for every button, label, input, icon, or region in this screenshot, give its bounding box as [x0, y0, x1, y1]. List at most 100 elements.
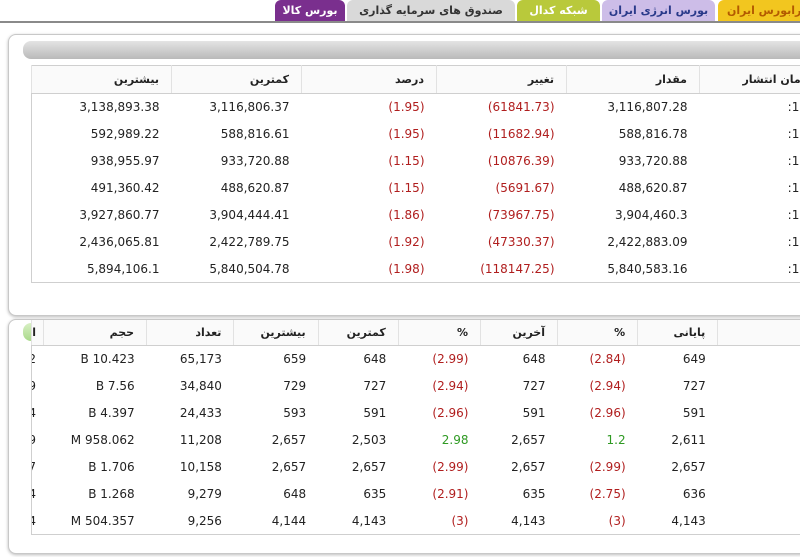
- cell: (61841.73): [487, 100, 555, 115]
- cell: 588,816.78: [618, 127, 688, 141]
- cell: 4,531.657 B: [32, 454, 44, 481]
- cell: (2.75): [589, 487, 626, 501]
- cell: 2,501.349 B: [32, 427, 44, 454]
- cell: (2.99): [432, 352, 469, 367]
- cell: 3,116,807.28: [607, 100, 688, 115]
- cell: (1.86): [388, 208, 425, 222]
- cell: [718, 508, 800, 535]
- header-cell: %: [557, 320, 638, 346]
- cell: 2,657: [511, 433, 546, 447]
- cell: (2.99): [432, 460, 469, 474]
- cell: 636: [682, 487, 706, 501]
- cell: (2.84): [589, 352, 626, 367]
- cell: 4,143: [351, 513, 387, 528]
- cell: 5,840,583.16: [607, 261, 688, 276]
- cell: 10.423 B: [80, 352, 135, 367]
- panel-header: [23, 41, 800, 59]
- cell: 648: [363, 352, 387, 367]
- cell: 12:: [787, 100, 800, 115]
- header-cell: بیشترین: [233, 320, 319, 346]
- cell: (47330.37): [487, 235, 555, 249]
- cell: 806.314 B: [32, 481, 44, 508]
- cell: 65,173: [179, 352, 222, 367]
- cell: 11,208: [179, 433, 222, 447]
- header-cell: کمترین: [317, 320, 399, 346]
- cell: 958.062 M: [70, 433, 135, 447]
- cell: 2.98: [441, 433, 469, 447]
- header-cell: [717, 320, 800, 346]
- cell: 9,256: [187, 513, 222, 528]
- cell: 2,611: [671, 433, 706, 447]
- cell: 592,989.22: [90, 127, 160, 141]
- cell: 2,089.554 B: [32, 508, 44, 535]
- cell: (3): [608, 513, 626, 528]
- cell: (1.15): [388, 154, 425, 168]
- cell: 3,904,444.41: [209, 208, 290, 222]
- cell: 933,720.88: [220, 154, 290, 168]
- header-cell: تغییر: [436, 65, 567, 94]
- panel: پایانی%آخرین%کمترینبیشترینتعدادحجمارزش64…: [8, 319, 800, 554]
- tab[interactable]: فرابورس ایران: [718, 0, 800, 21]
- cell: 10,158: [179, 460, 222, 474]
- cell: 34,840: [179, 379, 222, 393]
- cell: 635: [363, 487, 387, 501]
- cell: 3,927,860.77: [79, 208, 160, 222]
- cell: 933,720.88: [618, 154, 688, 168]
- cell: (1.98): [388, 261, 425, 276]
- cell: [718, 481, 800, 508]
- cell: 12:: [787, 154, 800, 168]
- table-row: 2,657 (2.99) 2,657 (2.99) 2,657 2,657 10,158 1.…: [32, 454, 800, 481]
- table-row: 12: 5,840,583.16 (118147.25) (1.98) 5,840,50…: [32, 256, 800, 283]
- header-cell: بیشترین: [31, 65, 172, 94]
- table-row: 2,611 1.2 2,657 2.98 2,503 2,657 11,208 958.062…: [32, 427, 800, 454]
- cell: 9,279: [187, 487, 222, 501]
- cell: 5,840,504.78: [209, 261, 290, 276]
- cell: 593: [283, 406, 307, 420]
- cell: 2,657: [271, 433, 307, 447]
- cell: 648: [283, 487, 307, 501]
- cell: 5,496.249 B: [32, 373, 44, 400]
- cell: 1.268 B: [88, 487, 135, 501]
- cell: 2,657: [511, 460, 546, 474]
- cell: 2,422,789.75: [209, 235, 290, 249]
- cell: [718, 454, 800, 481]
- cell: 648: [522, 352, 546, 367]
- cell: (73967.75): [487, 208, 555, 222]
- cell: (1.92): [388, 235, 425, 249]
- cell: (3): [451, 513, 469, 528]
- cell: 491,360.42: [90, 181, 160, 195]
- tab[interactable]: شبکه کدال: [517, 0, 600, 21]
- cell: (1.95): [388, 100, 425, 115]
- tab[interactable]: بورس انرژی ایران: [602, 0, 715, 21]
- cell: 1.706 B: [88, 460, 135, 474]
- table-row: 12: 3,904,460.3 (73967.75) (1.86) 3,904,444.…: [32, 202, 800, 229]
- cell: (2.96): [432, 406, 469, 420]
- cell: 727: [363, 379, 387, 393]
- cell: 7.56 B: [95, 379, 135, 393]
- cell: (11682.94): [487, 127, 555, 141]
- table: پایانی%آخرین%کمترینبیشترینتعدادحجمارزش64…: [30, 320, 800, 535]
- table-row: 4,143 (3) 4,143 (3) 4,143 4,144 9,256 504.357 M…: [32, 508, 800, 535]
- cell: 2,657: [671, 460, 706, 474]
- cell: 588,816.61: [220, 127, 290, 141]
- cell: 4,144: [271, 513, 307, 528]
- cell: 2,422,883.09: [607, 235, 688, 249]
- cell: 659: [283, 352, 307, 367]
- cell: (118147.25): [480, 261, 555, 276]
- tab[interactable]: بورس کالا: [275, 0, 345, 21]
- table-row: 649 (2.84) 648 (2.99) 648 659 65,173 10.423 B 6,…: [32, 346, 800, 373]
- header-cell: پایانی: [637, 320, 718, 346]
- tab[interactable]: صندوق های سرمایه گذاری: [347, 0, 515, 21]
- table-row: 12: 3,116,807.28 (61841.73) (1.95) 3,116,806…: [32, 94, 800, 121]
- cell: [718, 373, 800, 400]
- cell: 727: [682, 379, 706, 393]
- cell: (2.91): [432, 487, 469, 501]
- cell: (5691.67): [495, 181, 555, 195]
- table-row: 636 (2.75) 635 (2.91) 635 648 9,279 1.268 B 806.…: [32, 481, 800, 508]
- tab-underline: [0, 21, 800, 23]
- header-cell: مقدار: [566, 65, 700, 94]
- header-cell: آخرین: [479, 320, 558, 346]
